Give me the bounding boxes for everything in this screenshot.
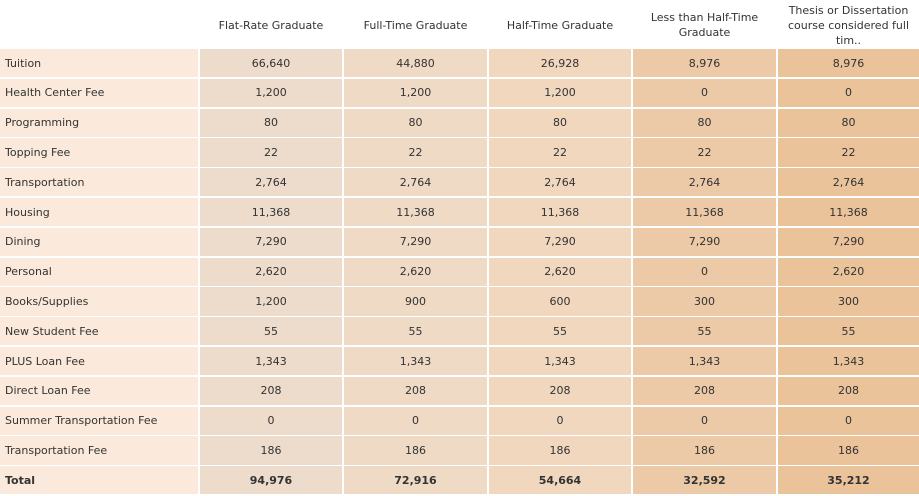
column-header: Flat-Rate Graduate <box>218 18 324 32</box>
table-cell: 55 <box>489 317 631 346</box>
row-label: Dining <box>0 227 198 257</box>
table-cell: 35,212 <box>778 466 919 495</box>
table-cell: 2,620 <box>344 257 487 286</box>
table-cell: 22 <box>200 138 342 167</box>
table-cell: 208 <box>778 376 919 406</box>
table-cell: 7,290 <box>344 227 487 257</box>
table-cell: 44,880 <box>344 49 487 78</box>
table-cell: 80 <box>489 108 631 137</box>
table-cell: 0 <box>778 78 919 108</box>
row-label: Total <box>0 466 198 495</box>
table-cell: 0 <box>633 406 776 435</box>
table-cell: 22 <box>633 138 776 167</box>
table-cell: 0 <box>778 406 919 435</box>
table-cell: 7,290 <box>200 227 342 257</box>
table-cell: 186 <box>633 436 776 465</box>
column-header: Half-Time Graduate <box>506 18 614 32</box>
row-label: Health Center Fee <box>0 78 198 108</box>
row-label: New Student Fee <box>0 317 198 346</box>
table-cell: 80 <box>344 108 487 137</box>
table-cell: 0 <box>489 406 631 435</box>
table-cell: 11,368 <box>489 198 631 227</box>
column-header: Full-Time Graduate <box>363 18 468 32</box>
table-cell: 2,764 <box>778 168 919 197</box>
table-cell: 2,620 <box>778 257 919 286</box>
table-cell: 1,200 <box>200 287 342 316</box>
table-cell: 2,620 <box>489 257 631 286</box>
table-cell: 11,368 <box>633 198 776 227</box>
row-label: PLUS Loan Fee <box>0 347 198 376</box>
table-cell: 1,343 <box>633 347 776 376</box>
table-cell: 0 <box>200 406 342 435</box>
column-header: Less than Half-Time Graduate <box>650 11 759 39</box>
table-cell: 22 <box>489 138 631 167</box>
table-cell: 8,976 <box>778 49 919 78</box>
row-label: Books/Supplies <box>0 287 198 316</box>
row-label: Direct Loan Fee <box>0 376 198 406</box>
table-cell: 11,368 <box>778 198 919 227</box>
table-cell: 186 <box>344 436 487 465</box>
table-cell: 208 <box>200 376 342 406</box>
table-cell: 0 <box>344 406 487 435</box>
table-cell: 208 <box>344 376 487 406</box>
table-cell: 0 <box>633 78 776 108</box>
table-cell: 80 <box>200 108 342 137</box>
table-cell: 55 <box>633 317 776 346</box>
table-cell: 80 <box>633 108 776 137</box>
row-label: Tuition <box>0 49 198 78</box>
table-cell: 900 <box>344 287 487 316</box>
table-cell: 186 <box>778 436 919 465</box>
table-cell: 186 <box>200 436 342 465</box>
row-label: Housing <box>0 198 198 227</box>
row-label: Transportation <box>0 168 198 197</box>
table-cell: 2,764 <box>633 168 776 197</box>
table-cell: 0 <box>633 257 776 286</box>
row-label: Programming <box>0 108 198 137</box>
table-cell: 1,343 <box>200 347 342 376</box>
table-cell: 72,916 <box>344 466 487 495</box>
row-label: Personal <box>0 257 198 286</box>
table-cell: 2,620 <box>200 257 342 286</box>
table-cell: 11,368 <box>344 198 487 227</box>
table-cell: 1,343 <box>778 347 919 376</box>
table-cell: 55 <box>778 317 919 346</box>
table-cell: 300 <box>778 287 919 316</box>
column-header: Thesis or Dissertation course considered… <box>787 3 910 47</box>
table-cell: 22 <box>344 138 487 167</box>
table-cell: 1,343 <box>489 347 631 376</box>
table-cell: 1,200 <box>344 78 487 108</box>
table-cell: 7,290 <box>489 227 631 257</box>
table-cell: 208 <box>633 376 776 406</box>
table-cell: 55 <box>200 317 342 346</box>
table-cell: 26,928 <box>489 49 631 78</box>
table-cell: 2,764 <box>344 168 487 197</box>
table-cell: 22 <box>778 138 919 167</box>
table-cell: 8,976 <box>633 49 776 78</box>
table-cell: 11,368 <box>200 198 342 227</box>
table-cell: 600 <box>489 287 631 316</box>
table-cell: 208 <box>489 376 631 406</box>
table-cell: 300 <box>633 287 776 316</box>
row-label: Topping Fee <box>0 138 198 167</box>
table-cell: 7,290 <box>633 227 776 257</box>
table-cell: 1,200 <box>200 78 342 108</box>
table-cell: 1,343 <box>344 347 487 376</box>
row-label: Summer Transportation Fee <box>0 406 198 435</box>
table-cell: 2,764 <box>489 168 631 197</box>
row-label: Transportation Fee <box>0 436 198 465</box>
table-cell: 7,290 <box>778 227 919 257</box>
table-cell: 55 <box>344 317 487 346</box>
table-cell: 2,764 <box>200 168 342 197</box>
table-cell: 80 <box>778 108 919 137</box>
table-cell: 186 <box>489 436 631 465</box>
table-cell: 66,640 <box>200 49 342 78</box>
table-cell: 32,592 <box>633 466 776 495</box>
table-cell: 94,976 <box>200 466 342 495</box>
table-cell: 1,200 <box>489 78 631 108</box>
table-cell: 54,664 <box>489 466 631 495</box>
